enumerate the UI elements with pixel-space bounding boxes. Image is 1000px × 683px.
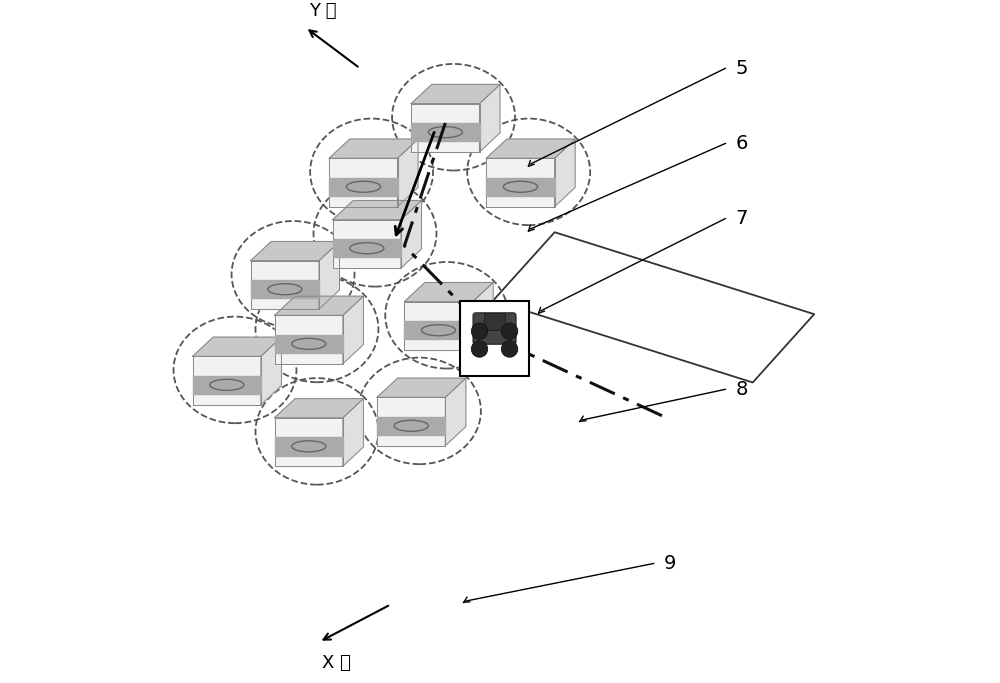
Text: 5: 5 [736,59,748,78]
Polygon shape [411,123,480,141]
Polygon shape [343,296,363,363]
Polygon shape [377,398,445,445]
Circle shape [471,323,488,339]
Polygon shape [333,220,401,268]
Text: 7: 7 [736,209,748,228]
Polygon shape [275,316,343,363]
Text: 6: 6 [736,134,748,153]
Polygon shape [275,437,343,456]
Circle shape [471,341,488,357]
Text: X 轴: X 轴 [322,654,351,672]
Bar [460,301,529,376]
Polygon shape [261,337,281,404]
Polygon shape [329,158,398,206]
Polygon shape [329,178,398,196]
Polygon shape [404,321,473,339]
Polygon shape [333,201,421,220]
Polygon shape [329,139,418,158]
Polygon shape [486,139,575,158]
Polygon shape [193,376,261,394]
Polygon shape [333,239,401,257]
Polygon shape [401,201,421,268]
Polygon shape [473,283,493,350]
Polygon shape [486,158,555,206]
Polygon shape [251,242,339,261]
Text: Y 轴: Y 轴 [309,3,336,20]
Polygon shape [398,139,418,206]
Polygon shape [411,104,480,152]
Text: 9: 9 [664,554,676,573]
Polygon shape [480,85,500,152]
Polygon shape [377,417,445,435]
Circle shape [501,323,518,339]
Bar [484,313,505,330]
Polygon shape [404,302,473,350]
Polygon shape [486,178,555,196]
Text: 8: 8 [736,380,748,399]
Polygon shape [251,280,319,298]
Polygon shape [275,296,363,316]
Polygon shape [343,399,363,466]
Polygon shape [319,242,339,309]
Circle shape [501,341,518,357]
Polygon shape [377,378,466,398]
Polygon shape [275,335,343,353]
Polygon shape [275,418,343,466]
Polygon shape [275,399,363,418]
Polygon shape [404,283,493,302]
Polygon shape [411,85,500,104]
Polygon shape [193,337,281,357]
Polygon shape [251,261,319,309]
Polygon shape [555,139,575,206]
Polygon shape [445,378,466,445]
FancyBboxPatch shape [473,313,516,344]
Polygon shape [193,357,261,404]
